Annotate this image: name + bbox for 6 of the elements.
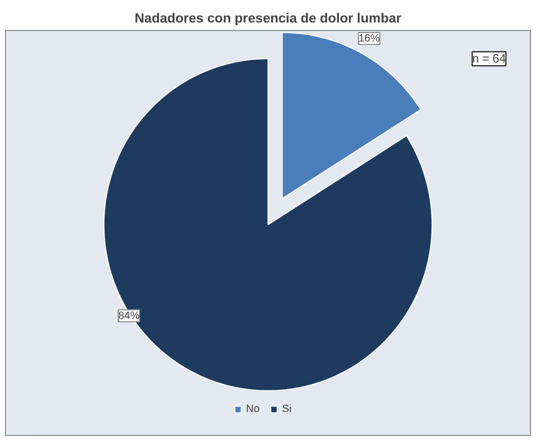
data-label: 84%	[118, 310, 140, 322]
chart-title: Nadadores con presencia de dolor lumbar	[134, 10, 402, 26]
data-label: 16%	[358, 32, 380, 45]
text: n = 64	[472, 52, 506, 66]
legend-label: No	[246, 403, 261, 415]
legend-label: Si	[282, 403, 292, 415]
